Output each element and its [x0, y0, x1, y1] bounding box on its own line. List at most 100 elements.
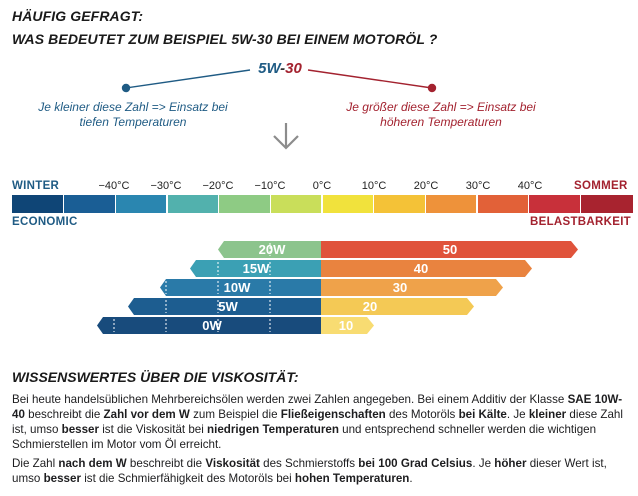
emph: bei Kälte — [458, 408, 507, 421]
scale-segment — [115, 195, 168, 213]
summer-grade-label: 20 — [363, 299, 377, 314]
tick-label: 0°C — [312, 180, 332, 192]
summer-grade-bar — [321, 260, 532, 277]
scale-segment — [580, 195, 633, 213]
winter-grade-bar — [97, 317, 321, 334]
emph: niedrigen Temperaturen — [207, 423, 339, 436]
paragraph-viscosity: Die Zahl nach dem W beschreibt die Visko… — [12, 456, 634, 486]
scale-segment — [270, 195, 323, 213]
code-connector — [121, 69, 437, 93]
summer-grade-label: 50 — [443, 242, 457, 257]
scale-separator — [579, 195, 582, 213]
scale-segment — [63, 195, 116, 213]
right-hint-line2: höheren Temperaturen — [380, 115, 502, 129]
winter-grade-bar — [128, 298, 321, 315]
emph: Fließeigenschaften — [280, 408, 386, 421]
left-dot — [121, 83, 131, 93]
scale-separator — [476, 195, 478, 213]
tick-label: 40°C — [517, 180, 543, 192]
emph: besser — [43, 472, 81, 485]
code-summer-part: 30 — [285, 60, 302, 77]
emph: Zahl vor dem W — [103, 408, 190, 421]
emph: Viskosität — [205, 457, 260, 470]
summer-grade-bar — [321, 279, 503, 296]
winter-grade-label: 5W — [218, 299, 238, 314]
summer-grade-label: 10 — [339, 318, 353, 333]
tick-label: −20°C — [202, 180, 234, 192]
summer-grade-label: 30 — [393, 280, 407, 295]
viscosity-grade-chart: 20W 50 15W 40 10W 30 5W 20 0W 10 — [97, 241, 578, 334]
emph: nach dem W — [58, 457, 127, 470]
temperature-color-scale — [12, 195, 633, 213]
winter-grade-bar — [190, 260, 321, 277]
scale-separator — [321, 195, 323, 213]
text: des Schmierstoffs — [259, 457, 359, 470]
right-hint-line1: Je größer diese Zahl => Einsatz bei — [346, 100, 536, 114]
text: . Je — [472, 457, 495, 470]
left-hint: Je kleiner diese Zahl => Einsatz bei tie… — [14, 100, 252, 130]
scale-separator — [218, 195, 220, 213]
tick-label: −30°C — [150, 180, 182, 192]
text: . Je — [506, 408, 529, 421]
scale-separator — [528, 195, 530, 213]
winter-grade-label: 10W — [224, 280, 251, 295]
text: und entsprechend schneller werden die wi… — [12, 423, 597, 451]
emph: hohen Temperaturen — [294, 472, 410, 485]
text: . — [409, 472, 413, 485]
scale-separator — [114, 195, 117, 213]
left-hint-line2: tiefen Temperaturen — [79, 115, 187, 129]
winter-label: WINTER — [12, 180, 60, 192]
scale-separator — [269, 195, 272, 213]
tick-label: 30°C — [465, 180, 491, 192]
belastbarkeit-label: BELASTBARKEIT — [530, 216, 632, 228]
summer-label: SOMMER — [574, 180, 628, 192]
summer-grade-bar — [321, 317, 374, 334]
text: beschreibt die — [126, 457, 206, 470]
text: Bei heute handelsüblichen Mehrbereichsöl… — [12, 393, 568, 406]
winter-grade-label: 15W — [243, 261, 270, 276]
scale-segment — [528, 195, 581, 213]
scale-separator — [166, 195, 168, 213]
arrow-down-icon — [273, 123, 299, 150]
winter-grade-label: 0W — [202, 318, 222, 333]
right-dot — [427, 83, 437, 93]
text: ist die Viskosität bei — [99, 423, 208, 436]
scale-separator — [424, 195, 427, 213]
text: zum Beispiel die — [189, 408, 281, 421]
paragraph-additive: Bei heute handelsüblichen Mehrbereichsöl… — [12, 392, 634, 452]
scale-segment — [12, 195, 65, 213]
emph: kleiner — [528, 408, 567, 421]
text: Die Zahl — [12, 457, 59, 470]
code-winter-part: 5W — [258, 60, 281, 77]
scale-separator — [63, 195, 65, 213]
emph: bei 100 Grad Celsius — [358, 457, 473, 470]
code-dash: - — [280, 60, 286, 77]
section-title: WISSENSWERTES ÜBER DIE VISKOSITÄT: — [12, 369, 299, 385]
tick-label: −10°C — [254, 180, 286, 192]
faq-label: HÄUFIG GEFRAGT: — [12, 8, 144, 24]
right-hint: Je größer diese Zahl => Einsatz bei höhe… — [322, 100, 560, 130]
oil-code: 5W-30 — [200, 60, 360, 77]
text: des Motoröls — [385, 408, 459, 421]
emph: besser — [61, 423, 99, 436]
scale-segment — [218, 195, 271, 213]
emph: SAE 10W-40 — [12, 393, 623, 421]
scale-segment — [322, 195, 375, 213]
text: diese Zahl ist, umso — [12, 408, 623, 436]
faq-question: WAS BEDEUTET ZUM BEISPIEL 5W-30 BEI EINE… — [12, 31, 438, 47]
scale-separator — [373, 195, 375, 213]
tick-label: 10°C — [361, 180, 387, 192]
summer-grade-label: 40 — [414, 261, 428, 276]
summer-grade-bar — [321, 241, 578, 258]
left-hint-line1: Je kleiner diese Zahl => Einsatz bei — [38, 100, 228, 114]
tick-label: −40°C — [98, 180, 130, 192]
winter-grade-bar — [218, 241, 321, 258]
winter-grade-label: 20W — [259, 242, 286, 257]
scale-segment — [373, 195, 426, 213]
scale-segment — [477, 195, 530, 213]
scale-segment — [167, 195, 220, 213]
summer-grade-bar — [321, 298, 474, 315]
emph: höher — [494, 457, 527, 470]
text: ist die Schmierfähigkeit des Motoröls be… — [80, 472, 295, 485]
temperature-ticks: −40°C −30°C −20°C −10°C 0°C 10°C 20°C 30… — [94, 180, 546, 194]
